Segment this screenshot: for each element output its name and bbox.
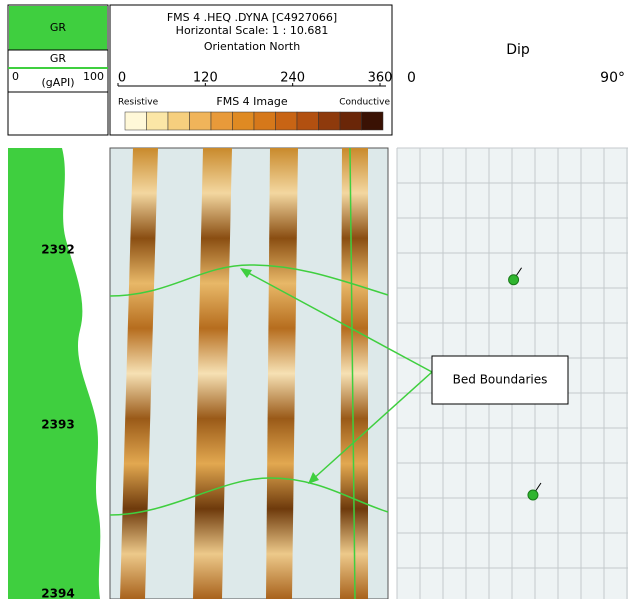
color-cell [210,111,233,131]
gr-unit: (gAPI) [42,76,75,89]
bed-boundary [109,264,389,297]
gr-curve [8,148,101,599]
dip-point [527,489,539,501]
color-cell [189,111,212,131]
azimuth-tick-label: 240 [280,71,305,86]
resistive-label: Resistive [118,98,159,108]
image-label: FMS 4 Image [216,95,287,108]
color-cell [146,111,169,131]
gr-box [9,6,107,50]
depth-label: 2394 [41,587,74,600]
conductive-label: Conductive [339,98,390,108]
dip-tick-label: 90° [600,70,625,86]
annotation: Bed Boundaries [453,373,548,387]
color-cell [275,111,298,131]
azimuth-tick-label: 0 [118,71,126,86]
color-cell [253,111,276,131]
image-strip [340,148,368,599]
annotation-box [431,355,569,405]
image-scale: Horizontal Scale: 1 : 10.681 [176,24,329,37]
bed-boundary [109,477,389,516]
image-strip [120,148,158,599]
color-cell [339,111,362,131]
color-bar [124,111,384,131]
gr-curve-name: GR [50,52,67,65]
color-cell [167,111,190,131]
azimuth-tick-label: 360 [368,71,393,86]
dip-tick-label: 0 [407,70,416,86]
image-strip [266,148,298,599]
color-cell [296,111,319,131]
depth-label: 2392 [41,243,74,257]
gr-box-label: GR [50,21,67,34]
color-cell [232,111,255,131]
gr-max: 100 [83,70,104,83]
color-cell [318,111,341,131]
color-cell [361,111,384,131]
dip-point [508,274,520,286]
image-orientation: Orientation North [204,40,300,53]
azimuth-tick-label: 120 [193,71,218,86]
dip-title: Dip [506,42,530,58]
color-cell [124,111,147,131]
depth-label: 2393 [41,418,74,432]
image-title: FMS 4 .HEQ .DYNA [C4927066] [167,11,337,24]
gr-min: 0 [12,70,19,83]
